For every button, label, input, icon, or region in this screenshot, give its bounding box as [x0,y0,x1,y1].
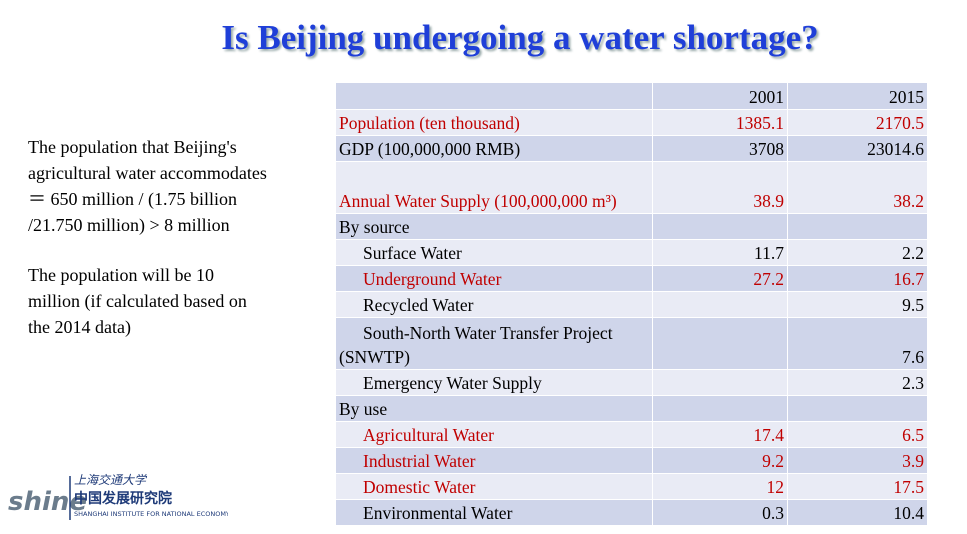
row-label: Recycled Water [335,291,653,318]
cell: 2170.5 [787,109,928,136]
table-row: Population (ten thousand) 1385.1 2170.5 [335,109,928,136]
table-row: By source [335,213,928,240]
table: 2001 2015 Population (ten thousand) 1385.1 2… [335,82,928,526]
cell: 17.4 [652,421,788,448]
table-row: Surface Water 11.7 2.2 [335,239,928,266]
cell [652,213,788,240]
cell: 16.7 [787,265,928,292]
cell: 17.5 [787,473,928,500]
header-cell [335,82,653,110]
cell: 2.2 [787,239,928,266]
row-label: Population (ten thousand) [335,109,653,136]
cell [787,395,928,422]
table-row: GDP (100,000,000 RMB) 3708 23014.6 [335,135,928,162]
row-label: GDP (100,000,000 RMB) [335,135,653,162]
cell: 3708 [652,135,788,162]
cell [652,291,788,318]
logo-university: 上海交通大学 [74,473,148,487]
cell: 1385.1 [652,109,788,136]
row-label: South-North Water Transfer Project (SNWT… [335,317,653,370]
header-cell: 2015 [787,82,928,110]
cell: 11.7 [652,239,788,266]
table-row: Underground Water 27.2 16.7 [335,265,928,292]
row-label: Environmental Water [335,499,653,526]
row-label: Surface Water [335,239,653,266]
row-label: By use [335,395,653,422]
header-row: 2001 2015 [335,82,928,110]
cell: 6.5 [787,421,928,448]
row-label: Industrial Water [335,447,653,474]
table-row: Environmental Water 0.3 10.4 [335,499,928,526]
cell [652,395,788,422]
table-row: Domestic Water 12 17.5 [335,473,928,500]
cell [787,213,928,240]
cell: 38.9 [652,161,788,214]
cell: 38.2 [787,161,928,214]
cell: 23014.6 [787,135,928,162]
table-row: Industrial Water 9.2 3.9 [335,447,928,474]
row-label: Underground Water [335,265,653,292]
table-row: Annual Water Supply (100,000,000 m³) 38.9… [335,161,928,214]
table-row: Recycled Water 9.5 [335,291,928,318]
paragraph: The population that Beijing's agricultur… [28,137,267,235]
table-row: By use [335,395,928,422]
cell: 9.2 [652,447,788,474]
row-label: Emergency Water Supply [335,369,653,396]
cell: 27.2 [652,265,788,292]
paragraph: The population will be 10 million (if ca… [28,265,247,337]
logo: shine 上海交通大学 中国发展研究院 Shanghai Institute … [8,473,228,520]
table-row: South-North Water Transfer Project (SNWT… [335,317,928,370]
title: Is Beijing undergoing a water shortage? [221,18,819,57]
cell: 12 [652,473,788,500]
row-label: Agricultural Water [335,421,653,448]
cell: 7.6 [787,317,928,370]
logo-mark: shine [8,487,87,517]
cell: 9.5 [787,291,928,318]
cell: 10.4 [787,499,928,526]
logo-english: Shanghai Institute for National Economy [74,510,228,518]
cell: 0.3 [652,499,788,526]
table-row: Agricultural Water 17.4 6.5 [335,421,928,448]
header-cell: 2001 [652,82,788,110]
cell: 2.3 [787,369,928,396]
row-label: By source [335,213,653,240]
cell [652,317,788,370]
notes: The population that Beijing's agricultur… [28,134,268,364]
cell: 3.9 [787,447,928,474]
cell [652,369,788,396]
row-label: Domestic Water [335,473,653,500]
table-row: Emergency Water Supply 2.3 [335,369,928,396]
logo-institute: 中国发展研究院 [74,490,172,507]
row-label: Annual Water Supply (100,000,000 m³) [335,161,653,214]
